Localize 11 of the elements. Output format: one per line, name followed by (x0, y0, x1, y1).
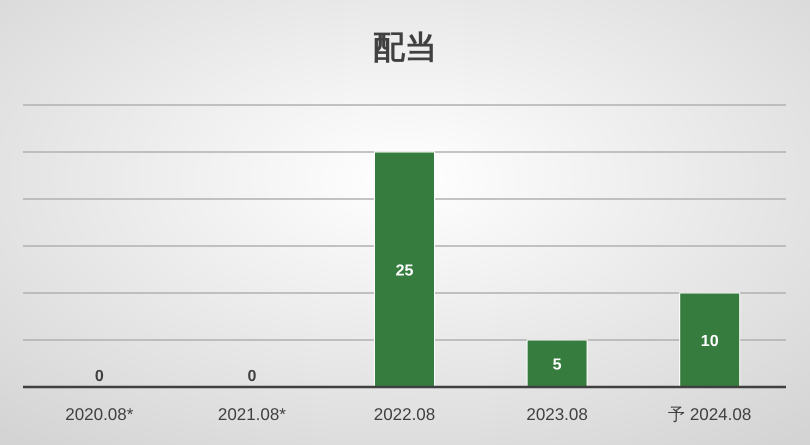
data-label: 0 (94, 368, 104, 385)
x-tick-label: 2023.08 (526, 405, 588, 424)
x-tick-label: 2021.08* (218, 405, 286, 424)
x-tick-label: 2020.08* (65, 405, 134, 424)
data-label: 10 (700, 333, 719, 350)
chart-title: 配当 (373, 29, 437, 65)
data-label: 0 (247, 368, 256, 385)
data-label: 25 (396, 262, 414, 280)
x-tick-label: 予 2024.08 (668, 405, 752, 424)
data-label: 5 (552, 356, 562, 374)
x-tick-label: 2022.08 (374, 405, 436, 424)
